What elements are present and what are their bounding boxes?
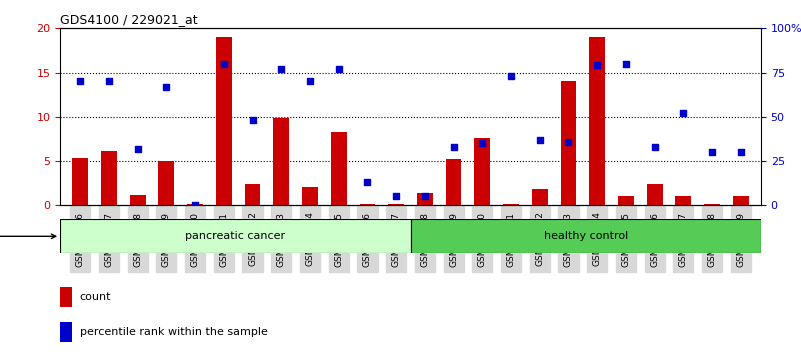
Bar <box>646 184 662 205</box>
Point <box>361 179 374 185</box>
Point <box>505 73 517 79</box>
Point <box>562 139 575 144</box>
Bar <box>159 161 175 205</box>
Text: percentile rank within the sample: percentile rank within the sample <box>80 327 268 337</box>
Text: count: count <box>80 292 111 302</box>
Point <box>619 61 632 67</box>
Bar <box>360 204 376 205</box>
Point <box>476 141 489 146</box>
Point <box>103 79 115 84</box>
Bar <box>503 204 519 205</box>
Point <box>735 149 747 155</box>
Bar <box>675 195 691 205</box>
Bar <box>130 195 146 205</box>
Point <box>648 144 661 150</box>
Bar <box>410 219 761 253</box>
Text: healthy control: healthy control <box>544 231 628 241</box>
Point <box>160 84 173 90</box>
Text: GDS4100 / 229021_at: GDS4100 / 229021_at <box>60 13 198 26</box>
Point <box>533 137 546 143</box>
Point <box>591 63 604 68</box>
Point <box>246 118 259 123</box>
Point <box>447 144 460 150</box>
Point <box>217 61 230 67</box>
Bar <box>60 287 72 307</box>
Point <box>304 79 316 84</box>
Point <box>390 194 403 199</box>
Point <box>74 79 87 84</box>
Bar <box>331 132 347 205</box>
Bar <box>733 196 749 205</box>
Bar <box>417 193 433 205</box>
Bar <box>590 37 605 205</box>
Bar <box>216 37 231 205</box>
Bar <box>187 204 203 205</box>
Bar <box>618 195 634 205</box>
Text: disease state: disease state <box>0 231 56 241</box>
Bar <box>72 158 88 205</box>
Point <box>275 66 288 72</box>
Point <box>418 194 431 199</box>
Point <box>131 146 144 152</box>
Point <box>189 202 202 208</box>
Bar <box>561 81 577 205</box>
Bar <box>60 322 72 342</box>
Bar <box>273 118 289 205</box>
Text: pancreatic cancer: pancreatic cancer <box>185 231 285 241</box>
Point <box>332 66 345 72</box>
Bar <box>704 204 720 205</box>
Bar <box>60 219 410 253</box>
Bar <box>101 152 117 205</box>
Bar <box>302 187 318 205</box>
Point <box>677 110 690 116</box>
Bar <box>244 184 260 205</box>
Bar <box>474 138 490 205</box>
Bar <box>445 159 461 205</box>
Bar <box>532 189 548 205</box>
Point <box>706 149 718 155</box>
